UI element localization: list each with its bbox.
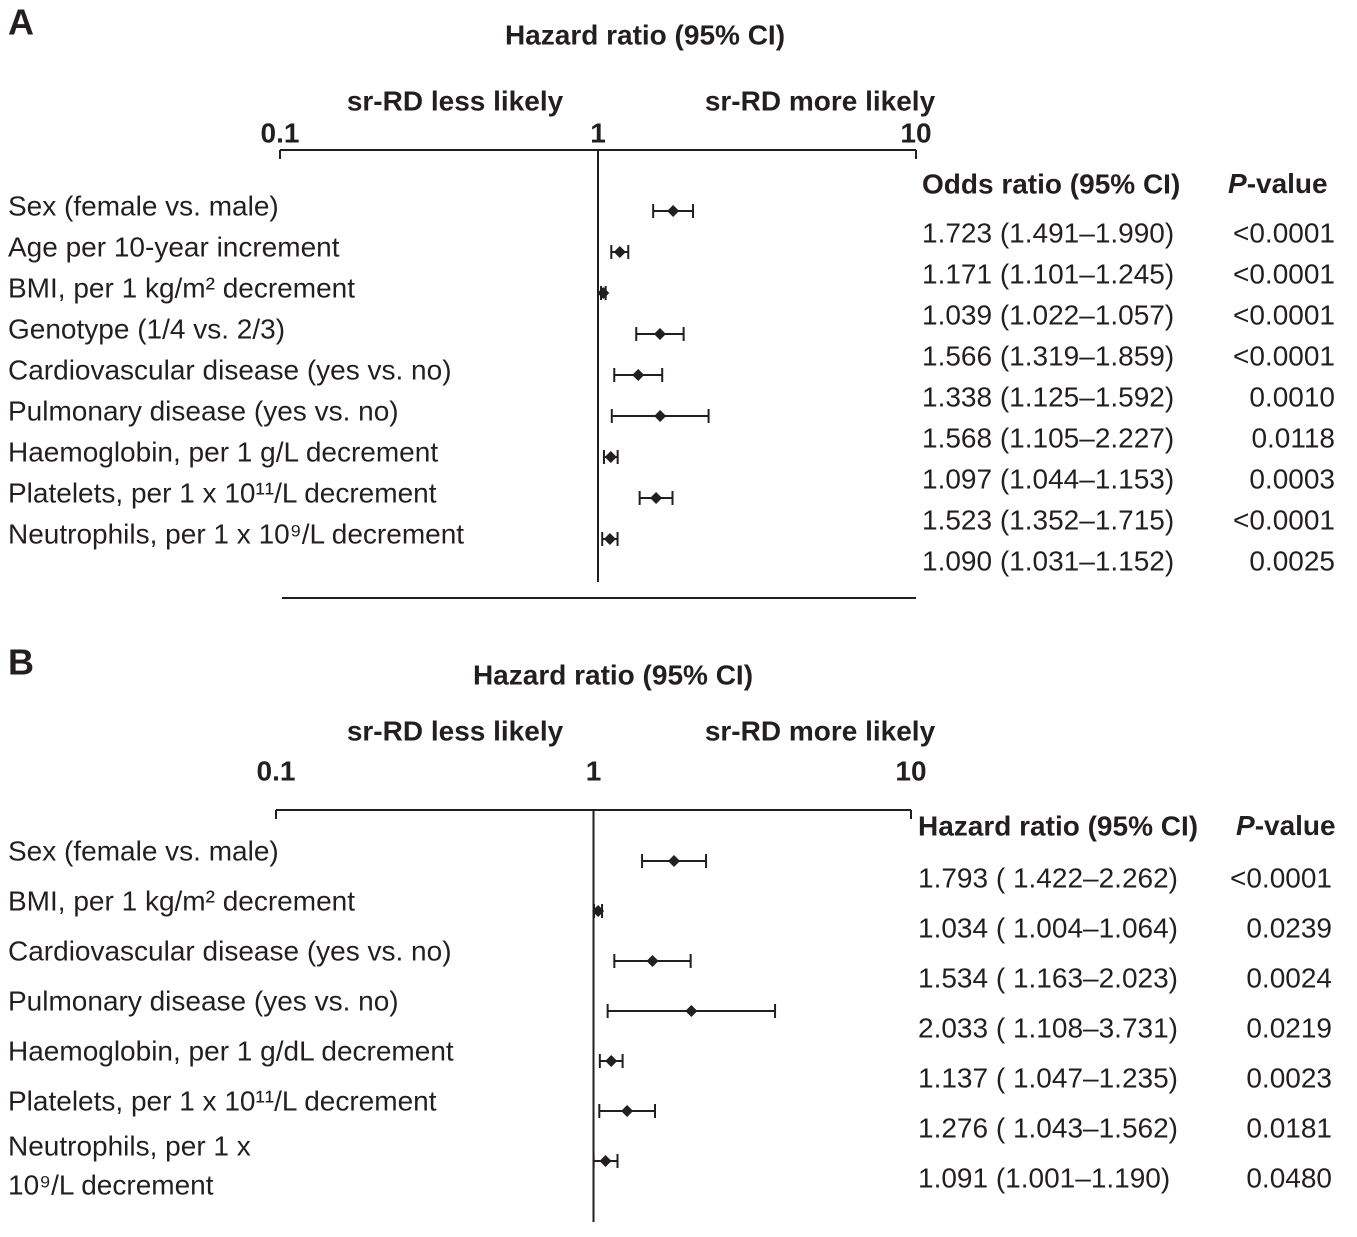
p-value: <0.0001 [1233, 217, 1335, 248]
estimate-marker [604, 451, 617, 463]
column-header: Hazard ratio (95% CI) [918, 810, 1198, 841]
row-label: 10⁹/L decrement [8, 1169, 214, 1200]
panel-letter: A [8, 2, 34, 43]
estimate-marker [667, 205, 680, 217]
estimate-label: 1.090 (1.031–1.152) [922, 545, 1174, 576]
row-label: Pulmonary disease (yes vs. no) [8, 985, 399, 1016]
row-label: Cardiovascular disease (yes vs. no) [8, 935, 452, 966]
x-tick-label: 0.1 [257, 755, 296, 786]
estimate-marker [592, 905, 605, 917]
direction-label: sr-RD more likely [705, 715, 936, 746]
column-header: P-value [1228, 168, 1328, 199]
p-value: 0.0003 [1249, 463, 1335, 494]
estimate-label: 1.338 (1.125–1.592) [922, 381, 1174, 412]
direction-label: sr-RD less likely [347, 85, 564, 116]
p-value: 0.0023 [1246, 1062, 1332, 1093]
x-tick-label: 0.1 [261, 117, 300, 148]
row-label: BMI, per 1 kg/m² decrement [8, 885, 355, 916]
estimate-marker [650, 492, 663, 504]
row-label: Cardiovascular disease (yes vs. no) [8, 354, 452, 385]
x-tick-label: 10 [895, 755, 926, 786]
p-value: 0.0024 [1246, 962, 1332, 993]
row-label: Neutrophils, per 1 x 10⁹/L decrement [8, 518, 464, 549]
estimate-label: 1.276 ( 1.043–1.562) [918, 1112, 1178, 1143]
row-label: Haemoglobin, per 1 g/L decrement [8, 436, 438, 467]
estimate-label: 1.137 ( 1.047–1.235) [918, 1062, 1178, 1093]
estimate-marker [613, 246, 626, 258]
estimate-marker [668, 855, 681, 867]
x-tick-label: 10 [900, 117, 931, 148]
x-tick-label: 1 [586, 755, 602, 786]
row-label: Haemoglobin, per 1 g/dL decrement [8, 1035, 454, 1066]
estimate-label: 1.039 (1.022–1.057) [922, 299, 1174, 330]
row-label: Neutrophils, per 1 x [8, 1130, 251, 1161]
estimate-marker [597, 287, 610, 299]
estimate-marker [605, 1055, 618, 1067]
p-value: <0.0001 [1230, 862, 1332, 893]
axis-title: Hazard ratio (95% CI) [505, 19, 785, 50]
x-tick-label: 1 [590, 117, 606, 148]
estimate-label: 1.523 (1.352–1.715) [922, 504, 1174, 535]
estimate-label: 1.568 (1.105–2.227) [922, 422, 1174, 453]
estimate-marker [599, 1155, 612, 1167]
estimate-marker [646, 955, 659, 967]
row-label: Pulmonary disease (yes vs. no) [8, 395, 399, 426]
column-header: Odds ratio (95% CI) [922, 168, 1180, 199]
p-value: 0.0010 [1249, 381, 1335, 412]
direction-label: sr-RD more likely [705, 85, 936, 116]
p-value: 0.0118 [1251, 422, 1335, 453]
estimate-marker [685, 1005, 698, 1017]
estimate-marker [654, 410, 667, 422]
p-value: 0.0219 [1246, 1012, 1332, 1043]
row-label: Sex (female vs. male) [8, 835, 279, 866]
estimate-label: 1.171 (1.101–1.245) [922, 258, 1174, 289]
axis-title: Hazard ratio (95% CI) [473, 659, 753, 690]
p-value: <0.0001 [1233, 258, 1335, 289]
estimate-label: 1.534 ( 1.163–2.023) [918, 962, 1178, 993]
estimate-marker [653, 328, 666, 340]
estimate-label: 1.091 (1.001–1.190) [918, 1162, 1170, 1193]
estimate-marker [632, 369, 645, 381]
estimate-label: 1.566 (1.319–1.859) [922, 340, 1174, 371]
estimate-label: 1.097 (1.044–1.153) [922, 463, 1174, 494]
p-value: 0.0025 [1249, 545, 1335, 576]
row-label: Platelets, per 1 x 10¹¹/L decrement [8, 1085, 437, 1116]
estimate-label: 1.723 (1.491–1.990) [922, 217, 1174, 248]
direction-label: sr-RD less likely [347, 715, 564, 746]
panel-letter: B [8, 642, 34, 683]
p-value: 0.0181 [1246, 1112, 1332, 1143]
row-label: Platelets, per 1 x 10¹¹/L decrement [8, 477, 437, 508]
estimate-marker [603, 533, 616, 545]
p-value: <0.0001 [1233, 340, 1335, 371]
row-label: Genotype (1/4 vs. 2/3) [8, 313, 285, 344]
p-value: 0.0239 [1246, 912, 1332, 943]
estimate-marker [621, 1105, 634, 1117]
p-value: 0.0480 [1246, 1162, 1332, 1193]
p-value: <0.0001 [1233, 299, 1335, 330]
estimate-label: 1.793 ( 1.422–2.262) [918, 862, 1178, 893]
estimate-label: 2.033 ( 1.108–3.731) [918, 1012, 1178, 1043]
row-label: Age per 10-year increment [8, 231, 340, 262]
estimate-label: 1.034 ( 1.004–1.064) [918, 912, 1178, 943]
p-value: <0.0001 [1233, 504, 1335, 535]
column-header: P-value [1236, 810, 1336, 841]
row-label: BMI, per 1 kg/m² decrement [8, 272, 355, 303]
row-label: Sex (female vs. male) [8, 190, 279, 221]
